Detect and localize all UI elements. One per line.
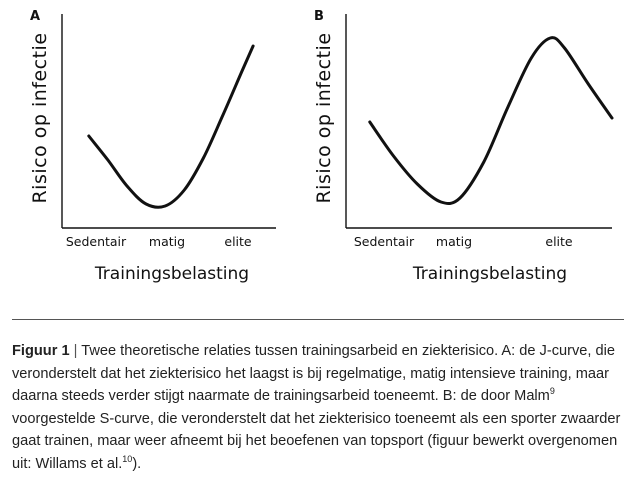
caption-separator: | xyxy=(73,343,78,359)
panel-a-tick-matig: matig xyxy=(149,234,185,249)
panel-a-y-axis-label: Risico op infectie xyxy=(29,32,51,203)
caption-label: Figuur 1 xyxy=(12,343,70,359)
panel-b-letter: B xyxy=(314,9,324,24)
panel-b-tick-sedentair: Sedentair xyxy=(354,234,415,249)
caption-text-2: voorgestelde S-curve, die veronderstelt … xyxy=(12,410,621,472)
panel-a: A Risico op infectie Sedentair matig eli… xyxy=(29,9,276,284)
figure: A Risico op infectie Sedentair matig eli… xyxy=(29,9,614,284)
panel-a-x-axis-label: Trainingsbelasting xyxy=(94,264,249,284)
panel-b-y-axis-label: Risico op infectie xyxy=(313,32,335,203)
caption-reference-williams: 10 xyxy=(122,454,133,465)
panel-a-tick-elite: elite xyxy=(224,234,252,249)
figure-caption: Figuur 1 | Twee theoretische relaties tu… xyxy=(12,340,626,476)
caption-reference-malm: 9 xyxy=(549,386,555,397)
panel-b-x-axis-label: Trainingsbelasting xyxy=(412,264,567,284)
panel-a-j-curve xyxy=(87,44,255,209)
caption-text-3: ). xyxy=(132,455,142,472)
panel-b: B Risico op infectie Sedentair matig eli… xyxy=(313,9,614,284)
panel-b-tick-elite: elite xyxy=(545,234,573,249)
panel-b-s-curve xyxy=(368,36,614,206)
divider xyxy=(12,319,624,320)
panel-a-tick-sedentair: Sedentair xyxy=(66,234,127,249)
caption-text-1: Twee theoretische relaties tussen traini… xyxy=(12,343,615,405)
panel-a-letter: A xyxy=(30,9,40,24)
panel-b-tick-matig: matig xyxy=(436,234,472,249)
